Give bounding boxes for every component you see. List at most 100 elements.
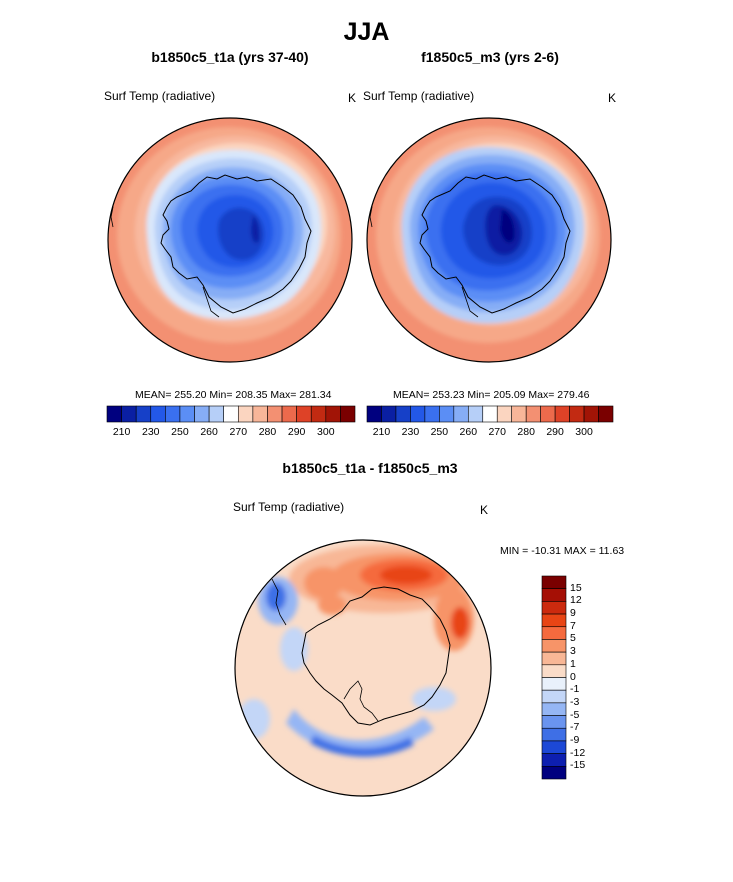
difference-colorbar-box bbox=[541, 588, 567, 602]
panel-1-colorbar-box bbox=[208, 405, 225, 423]
difference-colorbar-tick-label: -1 bbox=[570, 683, 580, 696]
panel-1-colorbar-tick-label: 300 bbox=[317, 426, 335, 438]
panel-1-colorbar-box bbox=[165, 405, 181, 423]
difference-peninsula-coastline bbox=[343, 680, 379, 722]
panel-2-colorbar-box bbox=[511, 405, 527, 423]
difference-colorbar-tick-label: 7 bbox=[570, 619, 576, 632]
difference-polar-map bbox=[234, 539, 492, 797]
difference-colorbar-box bbox=[541, 677, 567, 691]
panel-1-colorbar-tick-label: 270 bbox=[229, 426, 248, 438]
panel-2-peninsula-coastline bbox=[461, 286, 479, 318]
panel-2-colorbar-box bbox=[366, 405, 382, 423]
difference-colorbar-box bbox=[541, 702, 567, 716]
difference-antarctica-coastline bbox=[301, 586, 451, 726]
difference-colorbar-tick-label: 0 bbox=[570, 670, 576, 683]
panel-1-colorbar-box bbox=[106, 405, 122, 423]
panel-2-antarctica-coastline bbox=[419, 174, 571, 314]
panel-1-colorbar-box bbox=[296, 405, 312, 423]
difference-colorbar-tick-label: -15 bbox=[570, 759, 586, 772]
panel-1-colorbar-tick-label: 290 bbox=[287, 426, 306, 438]
panel-2-colorbar-tick-label: 290 bbox=[546, 426, 564, 438]
panel-2-colorbar bbox=[366, 405, 614, 423]
panel-2-polar-map bbox=[366, 117, 612, 363]
panel-1-colorbar-box bbox=[325, 405, 341, 423]
difference-fill-warm-8 bbox=[318, 595, 346, 615]
panel-2-fill-min bbox=[500, 209, 515, 243]
panel-2-units: K bbox=[608, 91, 617, 105]
panel-2-colorbar-box bbox=[467, 405, 484, 423]
difference-colorbar-box bbox=[541, 651, 567, 666]
panel-1-colorbar-tick-label: 230 bbox=[141, 426, 160, 438]
difference-colorbar-box bbox=[541, 613, 567, 628]
panel-1-title: b1850c5_t1a (yrs 37-40) bbox=[151, 49, 309, 65]
difference-colorbar-box bbox=[541, 601, 567, 615]
panel-1-antarctica-coastline bbox=[160, 174, 312, 314]
difference-colorbar bbox=[541, 575, 567, 780]
panel-2-colorbar-tick-label: 270 bbox=[488, 426, 506, 438]
panel-1-units: K bbox=[348, 91, 357, 105]
difference-colorbar-box bbox=[541, 664, 567, 678]
panel-1-colorbar-box bbox=[267, 405, 283, 423]
panel-2-title: f1850c5_m3 (yrs 2-6) bbox=[421, 49, 559, 65]
panel-1-colorbar-box bbox=[340, 405, 356, 423]
difference-colorbar-tick-label: 9 bbox=[570, 607, 576, 620]
panel-1-colorbar-box bbox=[121, 405, 137, 423]
panel-1-polar-map bbox=[107, 117, 353, 363]
panel-2-colorbar-tick-label: 230 bbox=[401, 426, 420, 438]
panel-2-colorbar-box bbox=[381, 405, 397, 423]
difference-fill-cool-3 bbox=[280, 627, 308, 671]
difference-colorbar-tick-label: 3 bbox=[570, 645, 576, 658]
panel-1-colorbar-box bbox=[194, 405, 210, 423]
difference-colorbar-box bbox=[541, 753, 567, 767]
panel-2-map-boundary bbox=[366, 117, 612, 363]
difference-colorbar-tick-label: -7 bbox=[570, 721, 580, 734]
difference-field-label: Surf Temp (radiative) bbox=[233, 500, 345, 514]
panel-2-colorbar-box bbox=[453, 405, 469, 423]
panel-1-colorbar-tick-label: 250 bbox=[171, 426, 189, 438]
difference-colorbar-box bbox=[541, 766, 567, 780]
difference-fill-warm-7 bbox=[304, 567, 344, 599]
difference-map-boundary bbox=[234, 539, 492, 797]
panel-1-colorbar-box bbox=[237, 405, 254, 423]
panel-1-colorbar-box bbox=[310, 405, 327, 423]
difference-fill-cool-5 bbox=[310, 735, 414, 757]
panel-2-colorbar-box bbox=[598, 405, 614, 423]
difference-colorbar-tick-label: 5 bbox=[570, 632, 576, 645]
difference-colorbar-box bbox=[541, 626, 567, 640]
panel-2-colorbar-tick-label: 300 bbox=[575, 426, 593, 438]
panel-2-colorbar-box bbox=[410, 405, 426, 423]
difference-colorbar-box bbox=[541, 727, 567, 742]
panel-1-colorbar bbox=[106, 405, 356, 423]
panel-2-colorbar-box bbox=[424, 405, 440, 423]
panel-2-colorbar-box bbox=[525, 405, 541, 423]
panel-1-colorbar-tick-label: 260 bbox=[200, 426, 218, 438]
panel-2-field-label: Surf Temp (radiative) bbox=[363, 89, 475, 103]
difference-colorbar-tick-label: 12 bbox=[570, 594, 582, 607]
panel-1-colorbar-box bbox=[252, 405, 268, 423]
panel-1-colorbar-box bbox=[223, 405, 239, 423]
panel-1-fill-min bbox=[251, 215, 260, 244]
panel-2-colorbar-box bbox=[482, 405, 498, 423]
difference-colorbar-box bbox=[541, 639, 567, 653]
difference-colorbar-tick-label: -9 bbox=[570, 733, 580, 746]
panel-1-colorbar-box bbox=[179, 405, 195, 423]
difference-fill-cool-2 bbox=[266, 583, 286, 611]
panel-2-colorbar-tick-label: 280 bbox=[517, 426, 535, 438]
panel-2-stats: MEAN= 253.23 Min= 205.09 Max= 279.46 bbox=[393, 389, 590, 401]
difference-fill-warm-6 bbox=[451, 607, 469, 639]
panel-1-peninsula-coastline bbox=[202, 286, 220, 318]
difference-colorbar-box bbox=[541, 689, 567, 704]
difference-colorbar-tick-label: -3 bbox=[570, 695, 580, 708]
difference-colorbar-box bbox=[541, 740, 567, 754]
panel-1-colorbar-box bbox=[135, 405, 152, 423]
difference-south-america-coastline bbox=[271, 578, 287, 626]
difference-units: K bbox=[480, 503, 489, 517]
difference-minmax: MIN = -10.31 MAX = 11.63 bbox=[500, 545, 625, 557]
panel-2-colorbar-tick-label: 250 bbox=[430, 426, 449, 438]
panel-2-colorbar-box bbox=[395, 405, 411, 423]
difference-colorbar-tick-label: 1 bbox=[570, 657, 576, 670]
panel-1-colorbar-box bbox=[150, 405, 166, 423]
figure-title: JJA bbox=[343, 18, 390, 46]
difference-fill-warm-4 bbox=[380, 566, 432, 584]
panel-1-colorbar-tick-label: 210 bbox=[112, 426, 131, 438]
